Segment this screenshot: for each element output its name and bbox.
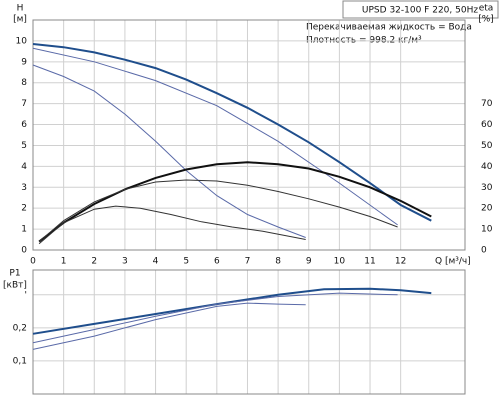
curve bbox=[38, 205, 306, 245]
y-axis-label: H bbox=[17, 4, 24, 14]
x-tick-label: 1 bbox=[61, 257, 67, 267]
curve bbox=[32, 292, 398, 344]
y-tick-label: 0,2 bbox=[13, 323, 27, 333]
x-tick-label: 3 bbox=[122, 257, 128, 267]
y-tick-label: 7 bbox=[21, 99, 27, 109]
y-tick-label: 8 bbox=[21, 78, 27, 88]
y2-tick-label: 70 bbox=[481, 99, 493, 109]
chart-title: UPSD 32-100 F 220, 50Hz bbox=[362, 6, 478, 16]
y-axis-label: P1 bbox=[9, 269, 20, 279]
x-tick-label: 10 bbox=[334, 257, 346, 267]
x-tick-label: 9 bbox=[306, 257, 312, 267]
x-tick-label: 11 bbox=[364, 257, 375, 267]
y-tick-label: 6 bbox=[21, 120, 27, 130]
y2-tick-label: 40 bbox=[481, 162, 493, 172]
y2-tick-label: 30 bbox=[481, 183, 493, 193]
y-tick-label: 9 bbox=[21, 57, 27, 67]
x-tick-label: 12 bbox=[395, 257, 406, 267]
curve bbox=[38, 161, 432, 243]
plot-frame bbox=[32, 19, 466, 251]
y-tick-label: ' bbox=[25, 290, 27, 300]
x-tick-label: 6 bbox=[214, 257, 220, 267]
x-tick-label: 7 bbox=[245, 257, 251, 267]
y-tick-label: 2 bbox=[21, 204, 27, 214]
y2-axis-label: eta bbox=[479, 4, 494, 14]
y-axis-unit: [м] bbox=[13, 15, 27, 25]
y2-tick-label: 0 bbox=[481, 246, 487, 256]
annotation: Перекачиваемая жидкость = Вода bbox=[306, 23, 472, 33]
curve bbox=[32, 287, 432, 335]
y-tick-label: 1 bbox=[21, 225, 27, 235]
x-axis-label: Q [м³/ч] bbox=[435, 257, 471, 267]
y2-tick-label: 60 bbox=[481, 120, 493, 130]
x-tick-label: 2 bbox=[91, 257, 97, 267]
y-tick-label: 0,1 bbox=[13, 356, 27, 366]
plot-frame bbox=[32, 269, 466, 395]
y-tick-label: 0 bbox=[21, 246, 27, 256]
x-tick-label: 5 bbox=[183, 257, 189, 267]
x-tick-label: 8 bbox=[275, 257, 281, 267]
curve bbox=[38, 179, 398, 242]
y2-tick-label: 20 bbox=[481, 204, 493, 214]
title-box bbox=[342, 0, 499, 19]
x-tick-label: 4 bbox=[153, 257, 159, 267]
y2-axis-unit: [%] bbox=[478, 15, 494, 25]
x-tick-label: 0 bbox=[30, 257, 36, 267]
y-tick-label: 10 bbox=[16, 36, 28, 46]
curve bbox=[32, 47, 398, 226]
curve bbox=[32, 64, 306, 238]
y-tick-label: 5 bbox=[21, 141, 27, 151]
curve bbox=[32, 43, 432, 222]
y-tick-label: 4 bbox=[21, 162, 27, 172]
y-axis-unit: [кВт] bbox=[3, 281, 27, 291]
y2-tick-label: 50 bbox=[481, 141, 493, 151]
curve bbox=[32, 302, 306, 350]
y2-tick-label: 10 bbox=[481, 225, 493, 235]
y-tick-label: 3 bbox=[21, 183, 27, 193]
